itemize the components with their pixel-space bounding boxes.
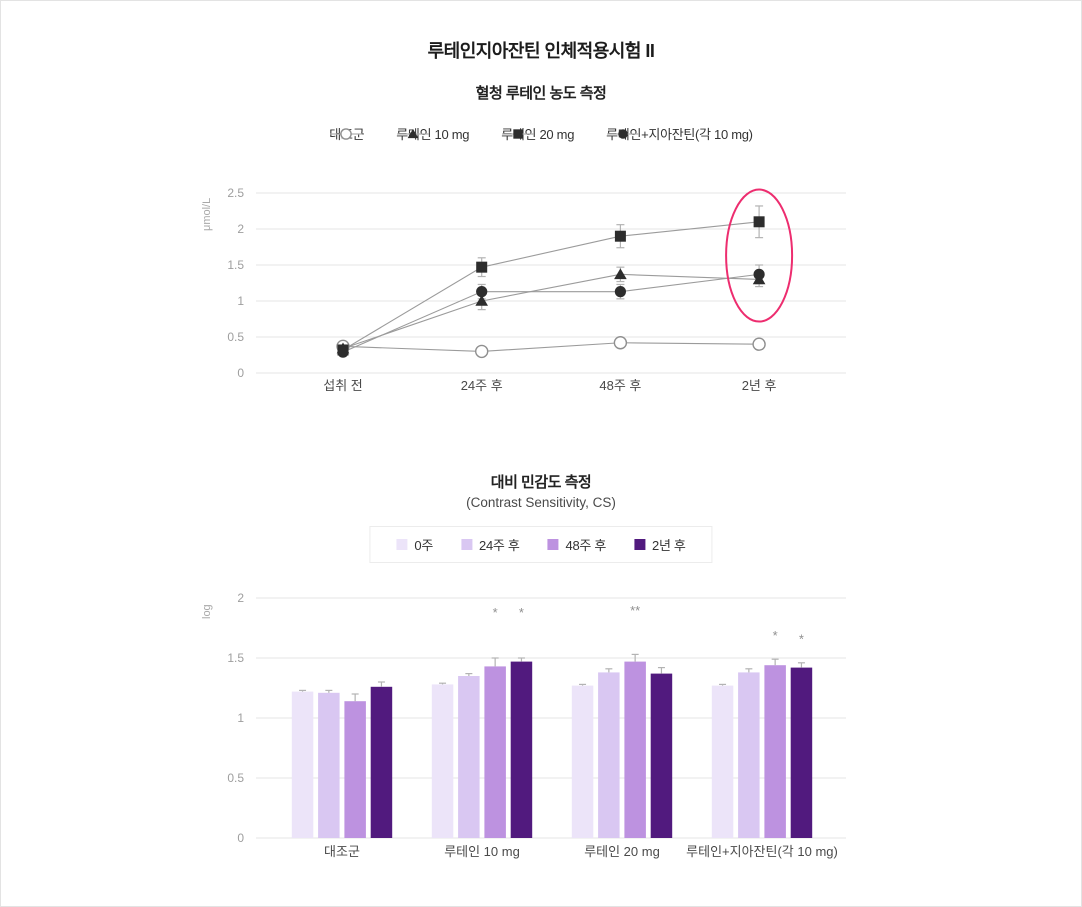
svg-text:0.5: 0.5: [227, 771, 244, 785]
bar-chart-ylabel: log: [201, 604, 213, 619]
line-legend-item: 루테인 20 mg: [501, 124, 574, 143]
bar-1-cat-2: [431, 684, 454, 838]
color-swatch-icon: [396, 539, 408, 550]
line-legend-item: 루테인+지아잔틴(각 10 mg): [606, 124, 753, 143]
significance-mark: *: [493, 605, 498, 620]
bar-3-cat-1: [344, 701, 366, 838]
bar-4-cat-2: [510, 661, 533, 838]
color-swatch-icon: [461, 539, 473, 550]
line-chart-xtick: 2년 후: [742, 378, 777, 393]
significance-mark: *: [519, 605, 524, 620]
line-chart-legend: 대조군 루테인 10 mg 루테인 20 mg 루테인+지아잔틴(각 10 mg): [1, 124, 1081, 143]
bar-chart-xtick: 루테인+지아잔틴(각 10 mg): [686, 844, 838, 859]
significance-mark: *: [799, 632, 804, 647]
bar-3-cat-3: [624, 661, 646, 838]
bar-legend-label: 48주 후: [565, 538, 607, 553]
bar-legend-label: 2년 후: [652, 538, 686, 553]
line-chart-title: 혈청 루테인 농도 측정: [475, 85, 607, 102]
bar-4-cat-1: [370, 686, 393, 838]
bar-legend-label: 0주: [414, 538, 434, 553]
page-title: 루테인지아잔틴 인체적용시험 II: [427, 41, 655, 61]
bar-legend-label: 24주 후: [479, 538, 520, 553]
bar-legend-item: 48주 후: [547, 535, 607, 554]
bar-2-cat-2: [458, 676, 480, 838]
significance-mark: **: [630, 603, 640, 618]
line-chart-xtick: 48주 후: [599, 378, 641, 393]
bar-legend-item: 2년 후: [634, 535, 686, 554]
bar-chart-legend: 0주 24주 후 48주 후 2년 후: [369, 526, 713, 563]
line-chart-xtick: 24주 후: [461, 378, 503, 393]
bar-chart-xtick: 루테인 10 mg: [444, 844, 520, 859]
bar-4-cat-4: [790, 667, 813, 838]
line-legend-item: 대조군: [329, 124, 364, 143]
svg-text:1: 1: [237, 711, 244, 725]
bar-legend-item: 24주 후: [461, 535, 520, 554]
significance-mark: *: [773, 628, 778, 643]
contrast-sensitivity-bar-chart: 0 0.5 1 1.5 2 log 대조군 루테인 10 mg 루테인 20 mg 루테인+지아잔…: [201, 591, 846, 859]
triangle-legend-icon: [397, 128, 430, 138]
circle-legend-icon: [607, 128, 640, 139]
svg-text:2: 2: [237, 222, 244, 236]
bar-2-cat-4: [738, 672, 760, 838]
svg-text:0: 0: [237, 831, 244, 845]
svg-text:1.5: 1.5: [227, 651, 244, 665]
bar-3-cat-2: [484, 666, 506, 838]
color-swatch-icon: [634, 539, 646, 550]
bar-chart-xtick: 루테인 20 mg: [584, 844, 660, 859]
svg-text:0.5: 0.5: [227, 330, 244, 344]
bar-1-cat-4: [711, 685, 734, 838]
svg-text:1: 1: [237, 294, 244, 308]
open-circle-legend-icon: [330, 127, 363, 140]
color-swatch-icon: [547, 539, 559, 550]
line-legend-label: 루테인+지아잔틴(각 10 mg): [606, 127, 753, 142]
bar-2-cat-3: [598, 672, 620, 838]
bar-2-cat-1: [318, 692, 340, 838]
line-chart-xtick: 섭취 전: [323, 378, 363, 393]
bar-chart-subtitle: (Contrast Sensitivity, CS): [466, 495, 616, 510]
svg-text:2: 2: [237, 591, 244, 605]
bar-chart-xtick: 대조군: [324, 844, 360, 859]
svg-text:0: 0: [237, 366, 244, 380]
svg-text:1.5: 1.5: [227, 258, 244, 272]
bar-chart-title: 대비 민감도 측정: [490, 474, 592, 491]
bar-3-cat-4: [764, 665, 786, 838]
square-legend-icon: [502, 128, 535, 139]
svg-text:2.5: 2.5: [227, 186, 244, 200]
bar-1-cat-3: [571, 685, 594, 838]
bar-1-cat-1: [291, 691, 314, 838]
bar-4-cat-3: [650, 673, 673, 838]
highlight-ellipse: [725, 188, 794, 323]
line-legend-item: 루테인 10 mg: [396, 124, 469, 143]
bar-legend-item: 0주: [396, 535, 433, 554]
serum-lutein-line-chart: 0 0.5 1 1.5 2 2.5 μmol/L 섭취 전 24주 후 48주 후 2년 후: [201, 186, 846, 393]
line-chart-ylabel: μmol/L: [201, 198, 213, 231]
